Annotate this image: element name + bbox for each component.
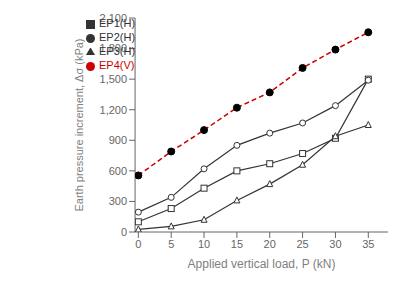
svg-text:0: 0 — [135, 238, 141, 250]
svg-text:Earth pressure increment, Δσ (: Earth pressure increment, Δσ (kPa) — [73, 38, 85, 211]
svg-text:10: 10 — [198, 238, 210, 250]
svg-text:300: 300 — [109, 195, 127, 207]
svg-text:30: 30 — [329, 238, 341, 250]
svg-text:600: 600 — [109, 165, 127, 177]
svg-text:5: 5 — [168, 238, 174, 250]
svg-text:25: 25 — [296, 238, 308, 250]
svg-text:1,200: 1,200 — [100, 104, 128, 116]
svg-text:1,500: 1,500 — [100, 73, 128, 85]
svg-text:900: 900 — [109, 134, 127, 146]
svg-text:0: 0 — [121, 226, 127, 238]
svg-text:2,100: 2,100 — [100, 12, 128, 24]
svg-text:1,800: 1,800 — [100, 42, 128, 54]
svg-text:20: 20 — [264, 238, 276, 250]
svg-text:15: 15 — [231, 238, 243, 250]
svg-text:Applied vertical load, P (kN): Applied vertical load, P (kN) — [188, 257, 336, 271]
svg-text:35: 35 — [362, 238, 374, 250]
